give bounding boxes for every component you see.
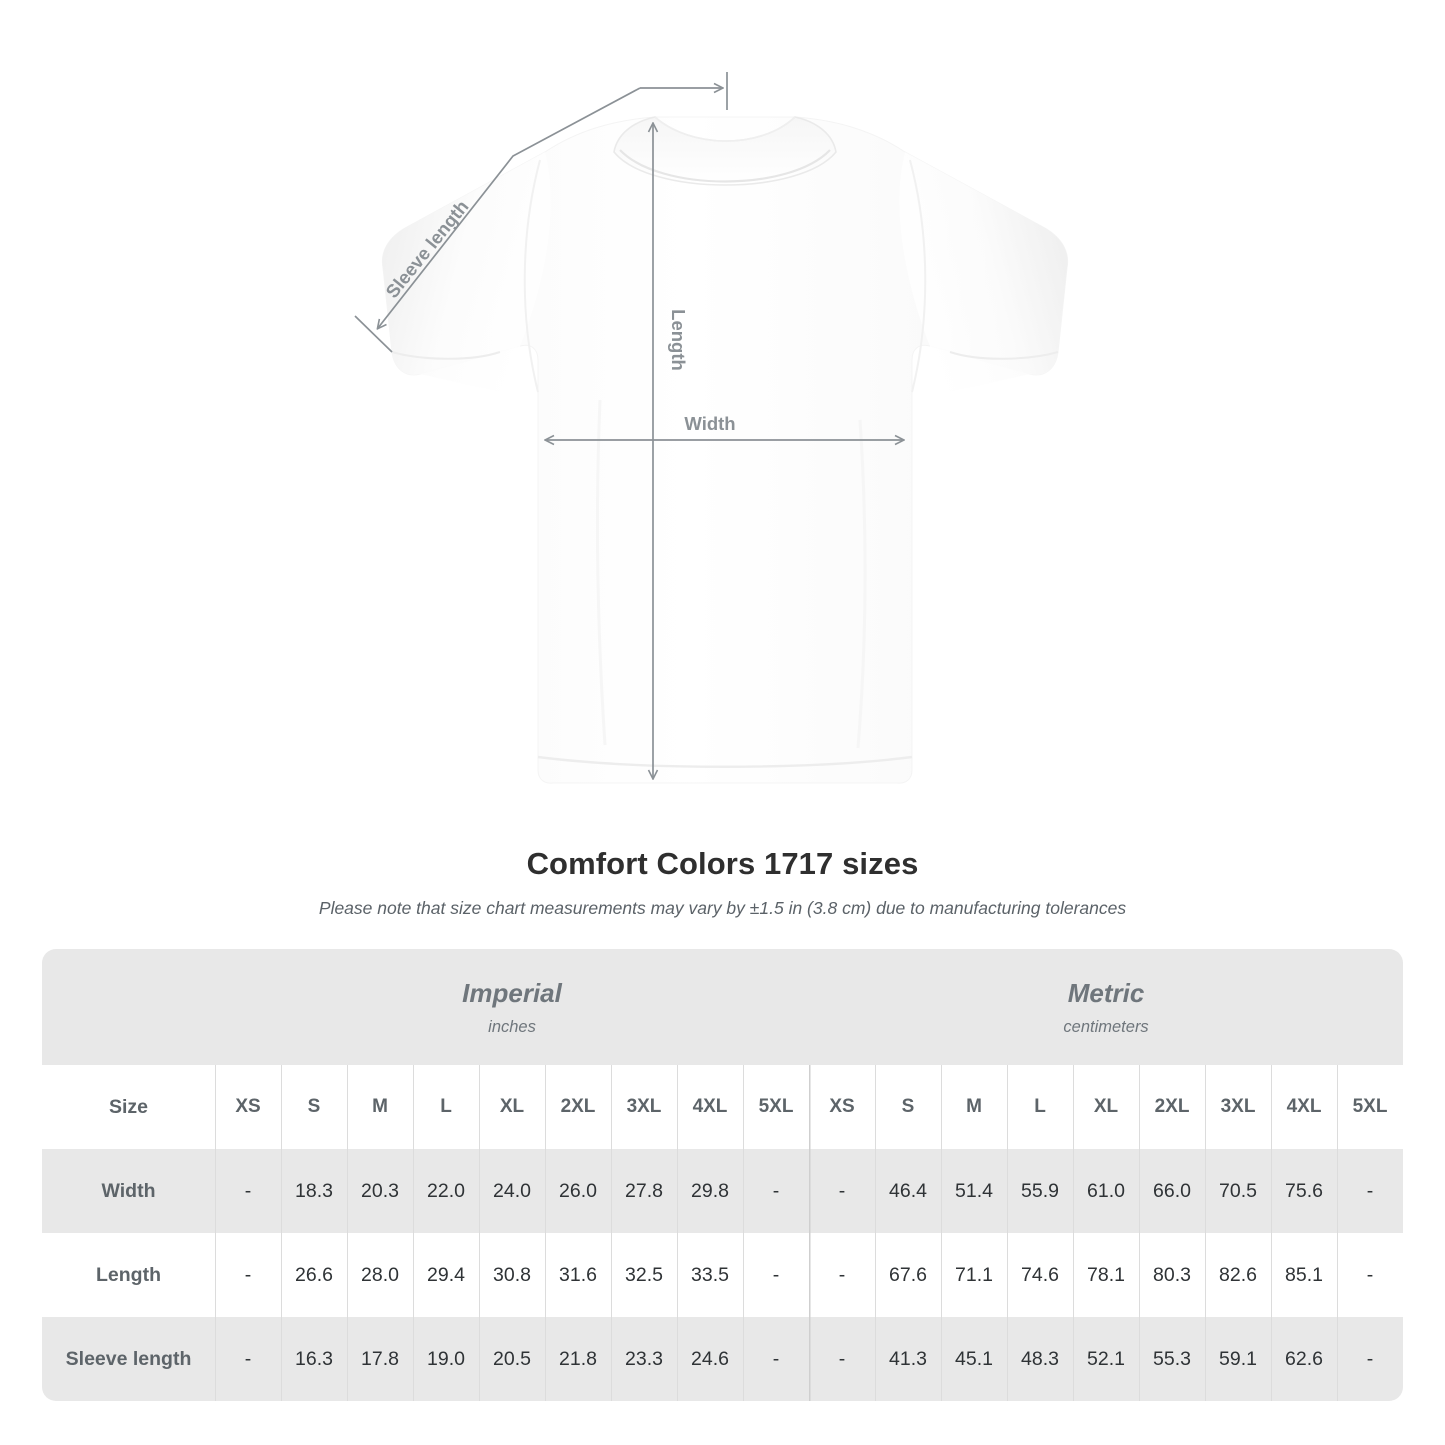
cell-width-imperial-5xl: - [743, 1149, 810, 1233]
cell-width-metric-xl: 61.0 [1073, 1149, 1140, 1233]
row-label-width: Width [42, 1149, 215, 1233]
cell-sleeve-length-metric-l: 48.3 [1007, 1317, 1074, 1401]
column-header-imperial-3xl: 3XL [611, 1065, 677, 1149]
cell-length-imperial-m: 28.0 [347, 1233, 413, 1317]
size-header-row: Size XS S M L XL 2XL 3XL 4XL 5XL XS S M L XL 2XL 3XL 4XL 5… [42, 1065, 1404, 1149]
column-header-metric-s: S [875, 1065, 942, 1149]
cell-length-imperial-2xl: 31.6 [545, 1233, 611, 1317]
cell-length-metric-3xl: 82.6 [1205, 1233, 1272, 1317]
table-row-length: Length -26.6 28.0 29.4 30.8 31.6 32.5 33.5- -67.… [42, 1233, 1404, 1317]
column-header-imperial-2xl: 2XL [545, 1065, 611, 1149]
column-header-metric-3xl: 3XL [1205, 1065, 1272, 1149]
column-header-metric-m: M [941, 1065, 1008, 1149]
width-label: Width [684, 413, 735, 434]
cell-length-imperial-l: 29.4 [413, 1233, 479, 1317]
cell-sleeve-length-imperial-m: 17.8 [347, 1317, 413, 1401]
cell-sleeve-length-imperial-xl: 20.5 [479, 1317, 545, 1401]
column-header-metric-xs: XS [809, 1065, 876, 1149]
cell-width-imperial-s: 18.3 [281, 1149, 347, 1233]
row-label-sleeve-length: Sleeve length [42, 1317, 215, 1401]
column-header-imperial-5xl: 5XL [743, 1065, 810, 1149]
column-header-metric-5xl: 5XL [1337, 1065, 1404, 1149]
column-header-imperial-s: S [281, 1065, 347, 1149]
cell-length-metric-xl: 78.1 [1073, 1233, 1140, 1317]
cell-sleeve-length-metric-xs: - [809, 1317, 876, 1401]
cell-sleeve-length-metric-xl: 52.1 [1073, 1317, 1140, 1401]
cell-sleeve-length-metric-m: 45.1 [941, 1317, 1008, 1401]
cell-sleeve-length-metric-3xl: 59.1 [1205, 1317, 1272, 1401]
cell-length-metric-s: 67.6 [875, 1233, 942, 1317]
tshirt-illustration [381, 116, 1069, 784]
column-header-imperial-l: L [413, 1065, 479, 1149]
column-header-imperial-4xl: 4XL [677, 1065, 743, 1149]
cell-width-imperial-2xl: 26.0 [545, 1149, 611, 1233]
cell-width-metric-xs: - [809, 1149, 876, 1233]
tshirt-diagram: Sleeve length Length Width [354, 72, 1069, 784]
cell-length-metric-xs: - [809, 1233, 876, 1317]
cell-length-metric-4xl: 85.1 [1271, 1233, 1338, 1317]
cell-width-imperial-xl: 24.0 [479, 1149, 545, 1233]
cell-length-imperial-5xl: - [743, 1233, 810, 1317]
cell-sleeve-length-imperial-xs: - [215, 1317, 281, 1401]
cell-sleeve-length-imperial-4xl: 24.6 [677, 1317, 743, 1401]
unit-header-imperial: Imperial inches [215, 949, 810, 1065]
column-header-metric-2xl: 2XL [1139, 1065, 1206, 1149]
column-header-metric-l: L [1007, 1065, 1074, 1149]
cell-sleeve-length-imperial-5xl: - [743, 1317, 810, 1401]
unit-name-metric: Metric [1067, 977, 1145, 1008]
tolerance-note: Please note that size chart measurements… [318, 898, 1127, 918]
unit-header-row: Imperial inches Metric centimeters [42, 949, 1404, 1065]
table-corner-label: Size [42, 1065, 215, 1149]
cell-length-imperial-3xl: 32.5 [611, 1233, 677, 1317]
table-row-width: Width -18.3 20.3 22.0 24.0 26.0 27.8 29.8- -46.4… [42, 1149, 1404, 1233]
column-header-imperial-m: M [347, 1065, 413, 1149]
row-label-length: Length [42, 1233, 215, 1317]
cell-sleeve-length-metric-2xl: 55.3 [1139, 1317, 1206, 1401]
cell-width-metric-3xl: 70.5 [1205, 1149, 1272, 1233]
cell-width-metric-m: 51.4 [941, 1149, 1008, 1233]
length-label: Length [668, 309, 689, 371]
column-header-metric-4xl: 4XL [1271, 1065, 1338, 1149]
page-title: Comfort Colors 1717 sizes [526, 846, 919, 881]
unit-sub-imperial: inches [488, 1017, 536, 1036]
size-chart-table: Imperial inches Metric centimeters Size X… [42, 949, 1404, 1401]
cell-width-imperial-3xl: 27.8 [611, 1149, 677, 1233]
cell-width-imperial-4xl: 29.8 [677, 1149, 743, 1233]
table-row-sleeve-length: Sleeve length -16.3 17.8 19.0 20.5 21.8 23.3 24… [42, 1317, 1404, 1401]
unit-header-spacer [42, 949, 215, 1065]
cell-width-metric-2xl: 66.0 [1139, 1149, 1206, 1233]
cell-length-metric-l: 74.6 [1007, 1233, 1074, 1317]
cell-sleeve-length-metric-4xl: 62.6 [1271, 1317, 1338, 1401]
cell-length-imperial-xs: - [215, 1233, 281, 1317]
unit-name-imperial: Imperial [462, 977, 562, 1008]
column-header-metric-xl: XL [1073, 1065, 1140, 1149]
cell-width-imperial-l: 22.0 [413, 1149, 479, 1233]
cell-length-imperial-s: 26.6 [281, 1233, 347, 1317]
unit-header-metric: Metric centimeters [809, 949, 1404, 1065]
cell-length-metric-m: 71.1 [941, 1233, 1008, 1317]
cell-width-metric-l: 55.9 [1007, 1149, 1074, 1233]
cell-width-imperial-m: 20.3 [347, 1149, 413, 1233]
column-header-imperial-xl: XL [479, 1065, 545, 1149]
sleeve-length-measure [354, 72, 728, 353]
cell-width-metric-s: 46.4 [875, 1149, 942, 1233]
cell-width-metric-4xl: 75.6 [1271, 1149, 1338, 1233]
cell-width-metric-5xl: - [1337, 1149, 1404, 1233]
cell-sleeve-length-imperial-s: 16.3 [281, 1317, 347, 1401]
cell-sleeve-length-imperial-2xl: 21.8 [545, 1317, 611, 1401]
cell-length-imperial-xl: 30.8 [479, 1233, 545, 1317]
heading-block: Comfort Colors 1717 sizes Please note th… [0, 845, 1445, 920]
cell-sleeve-length-imperial-l: 19.0 [413, 1317, 479, 1401]
cell-length-metric-5xl: - [1337, 1233, 1404, 1317]
cell-sleeve-length-metric-5xl: - [1337, 1317, 1404, 1401]
cell-sleeve-length-imperial-3xl: 23.3 [611, 1317, 677, 1401]
cell-width-imperial-xs: - [215, 1149, 281, 1233]
unit-sub-metric: centimeters [1063, 1017, 1149, 1036]
cell-length-imperial-4xl: 33.5 [677, 1233, 743, 1317]
cell-sleeve-length-metric-s: 41.3 [875, 1317, 942, 1401]
column-header-imperial-xs: XS [215, 1065, 281, 1149]
cell-length-metric-2xl: 80.3 [1139, 1233, 1206, 1317]
